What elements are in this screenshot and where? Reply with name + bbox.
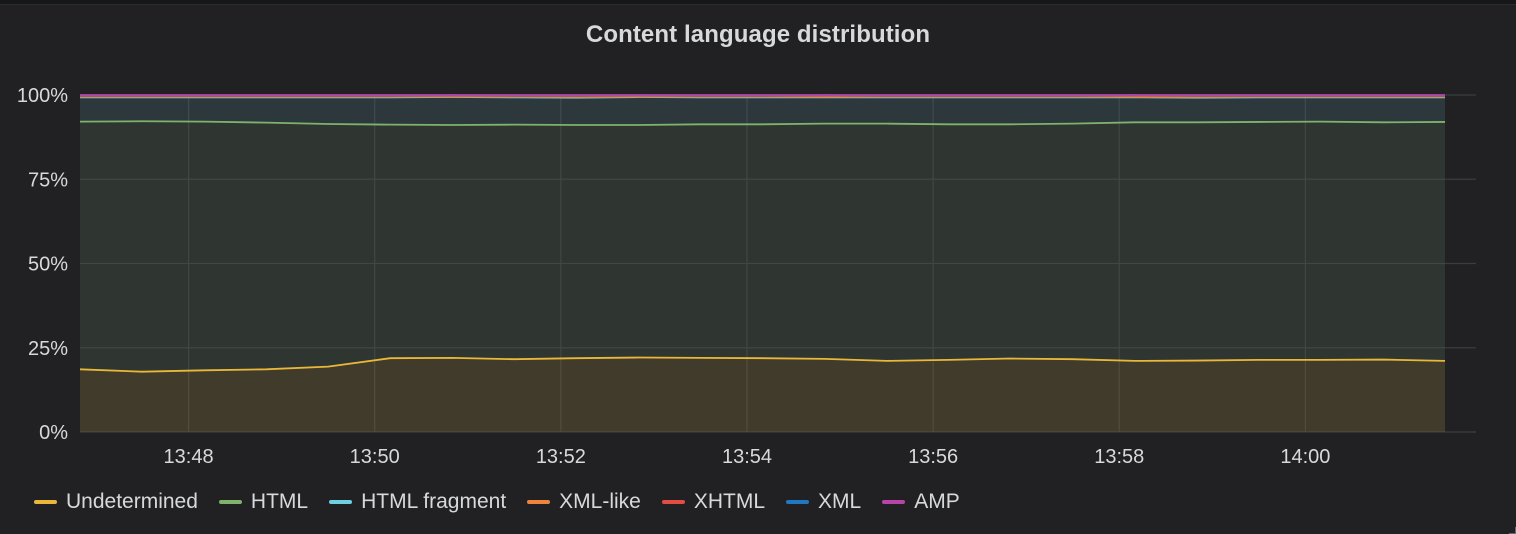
- legend-label: AMP: [914, 490, 960, 513]
- legend-item-xml-like[interactable]: XML-like: [527, 490, 641, 514]
- x-tick-label: 13:50: [350, 446, 400, 468]
- series-line-xml-like: [80, 95, 1445, 99]
- legend-item-xml[interactable]: XML: [786, 490, 861, 514]
- panel-title[interactable]: Content language distribution: [585, 21, 931, 48]
- legend-item-undetermined[interactable]: Undetermined: [34, 490, 198, 514]
- legend-item-amp[interactable]: AMP: [882, 490, 960, 514]
- legend-label: HTML: [250, 490, 309, 513]
- y-tick-label: 100%: [17, 85, 68, 107]
- chart-legend: Undetermined HTML HTML fragment XML-like XHT…: [34, 490, 981, 514]
- legend-swatch: [661, 500, 685, 504]
- x-tick-label: 13:52: [536, 446, 586, 468]
- series-area-undetermined: [80, 357, 1445, 432]
- legend-label: XML-like: [559, 490, 641, 513]
- chart-grid: [80, 94, 1476, 433]
- legend-swatch: [34, 500, 57, 504]
- legend-label: XML: [818, 490, 862, 513]
- series-area-html-fragment: [80, 97, 1445, 125]
- x-tick-label: 13:48: [164, 446, 214, 468]
- chart-areas: [80, 95, 1445, 432]
- legend-swatch: [329, 500, 353, 504]
- legend-item-xhtml[interactable]: XHTML: [661, 490, 766, 514]
- legend-item-html[interactable]: HTML: [218, 490, 309, 514]
- series-line-html: [79, 120, 1446, 126]
- resize-handle[interactable]: [1509, 527, 1516, 534]
- legend-swatch: [786, 500, 810, 504]
- series-area-html: [80, 121, 1445, 372]
- x-tick-label: 13:56: [908, 446, 958, 468]
- x-axis: 13:48 13:50 13:52 13:54 13:56 13:58 14:00: [164, 446, 1331, 468]
- legend-label: Undetermined: [66, 490, 198, 513]
- legend-item-html-fragment[interactable]: HTML fragment: [329, 490, 506, 514]
- legend-label: XHTML: [693, 490, 766, 513]
- legend-swatch: [882, 500, 906, 504]
- y-axis: 0% 25% 50% 75% 100%: [17, 85, 68, 444]
- x-tick-label: 13:58: [1094, 446, 1144, 468]
- chart-lines: [79, 94, 1446, 373]
- x-tick-label: 14:00: [1280, 446, 1330, 468]
- x-tick-label: 13:54: [722, 446, 772, 468]
- legend-swatch: [527, 500, 551, 504]
- y-tick-label: 0%: [39, 422, 68, 444]
- y-tick-label: 25%: [28, 338, 68, 360]
- series-line-undetermined: [79, 356, 1446, 373]
- y-tick-label: 50%: [28, 254, 68, 276]
- legend-swatch: [218, 500, 242, 504]
- y-tick-label: 75%: [28, 169, 68, 191]
- legend-label: HTML fragment: [361, 490, 507, 513]
